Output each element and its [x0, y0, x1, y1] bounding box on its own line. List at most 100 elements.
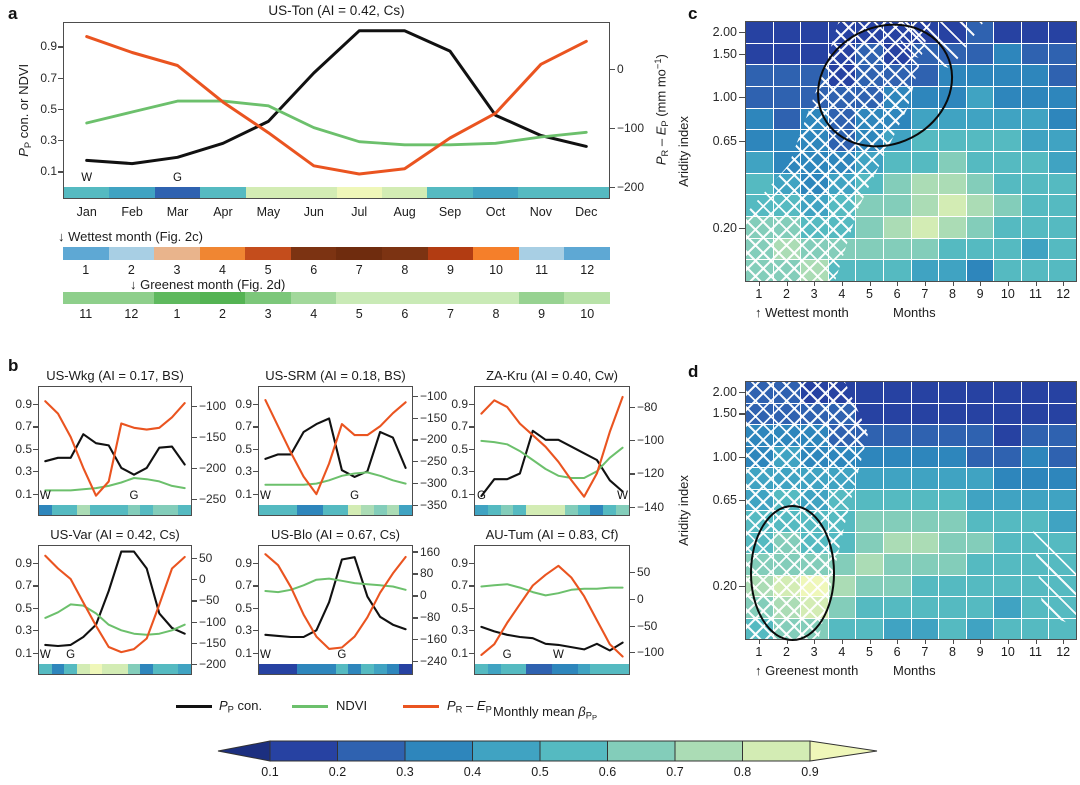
heatmap-cell	[966, 425, 994, 446]
heatmap-cell	[994, 43, 1021, 65]
heatmap-cell	[939, 195, 966, 216]
beta-strip-cell	[154, 187, 201, 198]
heatmap-cell	[801, 468, 828, 489]
heatmap-cell	[801, 403, 828, 424]
beta-strip-cell	[399, 505, 412, 515]
heatmap-cell	[1021, 173, 1049, 195]
heatmap-cell	[966, 554, 994, 575]
month-tick-mark	[841, 640, 844, 644]
month-bar-cell	[63, 292, 109, 304]
aridity-tick-mark	[739, 97, 745, 99]
beta-strip-cell	[153, 505, 166, 515]
beta-strip-cell	[51, 505, 65, 515]
x-month-label: Nov	[529, 205, 552, 219]
beta-strip-cell	[427, 187, 473, 198]
y2-tick-label: 50	[637, 565, 651, 580]
beta-strip-cell	[475, 505, 488, 515]
heatmap-cell	[1049, 22, 1076, 43]
wg-marker: W	[552, 649, 564, 661]
y-tick-mark	[33, 426, 38, 428]
y-tick-label: 0.1	[235, 486, 252, 501]
month-tick-mark	[869, 640, 871, 644]
plot-frame	[63, 22, 610, 199]
heatmap-cell	[1049, 532, 1076, 553]
heatmap-cell	[856, 575, 883, 596]
y-tick-label: 0.3	[451, 464, 468, 479]
month-tick-mark	[980, 282, 982, 286]
y-tick-label: 0.5	[40, 101, 57, 116]
heatmap-cell	[911, 489, 939, 510]
beta-strip-cell	[310, 505, 323, 515]
month-bar-cell	[427, 247, 474, 260]
beta-strip-cell	[64, 187, 110, 198]
heatmap-cell	[1021, 468, 1049, 489]
month-number-label: 11	[1029, 645, 1042, 659]
y2-tick-label: −80	[637, 399, 658, 414]
heatmap-cell	[1049, 108, 1076, 130]
heatmap-cell	[1049, 43, 1076, 65]
beta-strip-cell	[39, 664, 52, 674]
month-bar-cell	[199, 247, 246, 260]
y-tick-label: 0.7	[40, 70, 57, 85]
legend-pre-line	[403, 705, 439, 708]
heatmap-cell	[883, 382, 911, 403]
heatmap-cell	[939, 65, 966, 86]
month-bar-number: 9	[446, 263, 454, 277]
y-tick-label: 0.5	[451, 441, 468, 456]
colorbar-tick-label: 0.5	[531, 765, 549, 779]
heatmap-cell	[911, 554, 939, 575]
heatmap-cell	[801, 425, 828, 446]
y2-tick-label: −300	[420, 476, 448, 491]
beta-strip-cell	[115, 505, 128, 515]
heatmap-cell	[856, 173, 883, 195]
wettest-month-bar	[63, 247, 610, 260]
heatmap-cell	[801, 238, 828, 260]
heatmap-cell	[1049, 130, 1076, 151]
beta-strip-cell	[153, 664, 166, 674]
month-bar-cell	[63, 247, 109, 260]
ndvi-line	[85, 99, 588, 147]
heatmap-cell	[746, 65, 773, 86]
pp-con-line	[44, 550, 186, 648]
heatmap-cell	[911, 173, 939, 195]
beta-strip-cell	[500, 505, 514, 515]
heatmap-cell	[883, 554, 911, 575]
month-bar-number: 4	[219, 263, 226, 277]
heatmap-cell	[911, 446, 939, 467]
heatmap-cell	[911, 260, 939, 281]
y-tick-mark	[253, 630, 258, 632]
heatmap-cell	[939, 597, 966, 618]
month-tick-mark	[924, 640, 927, 644]
month-tick-mark	[897, 640, 899, 644]
heatmap-cell	[966, 195, 994, 216]
heatmap-cell	[856, 511, 883, 532]
month-tick-mark	[952, 640, 954, 644]
x-month-label: Jun	[303, 205, 324, 219]
beta-strip-cell	[361, 505, 374, 515]
month-number-label: 6	[893, 645, 901, 659]
heatmap-cell	[1049, 554, 1076, 575]
y2-tick-mark	[192, 664, 197, 666]
heatmap-cell	[883, 195, 911, 216]
y2-tick-label: −200	[420, 432, 448, 447]
beta-strip-cell	[200, 187, 246, 198]
wg-marker: G	[350, 490, 360, 502]
month-bar-number: 6	[310, 263, 318, 277]
heatmap-cell	[773, 260, 801, 281]
aridity-tick-label: 1.00	[712, 449, 737, 464]
heatmap-cell	[883, 403, 911, 424]
heatmap-cell	[773, 130, 801, 151]
y2-tick-mark	[630, 440, 635, 442]
month-bar-number: 8	[401, 263, 409, 277]
heatmap-cell	[828, 468, 856, 489]
beta-strip-cell	[284, 664, 298, 674]
y-tick-mark	[469, 607, 474, 609]
heatmap-cell	[1049, 468, 1076, 489]
heatmap-cell	[828, 195, 856, 216]
x-month-label: Dec	[575, 205, 598, 219]
heatmap-cell	[966, 489, 994, 510]
heatmap-cell	[911, 575, 939, 596]
heatmap-cell	[746, 195, 773, 216]
beta-strip-cell	[577, 664, 591, 674]
heatmap-cell	[1049, 425, 1076, 446]
